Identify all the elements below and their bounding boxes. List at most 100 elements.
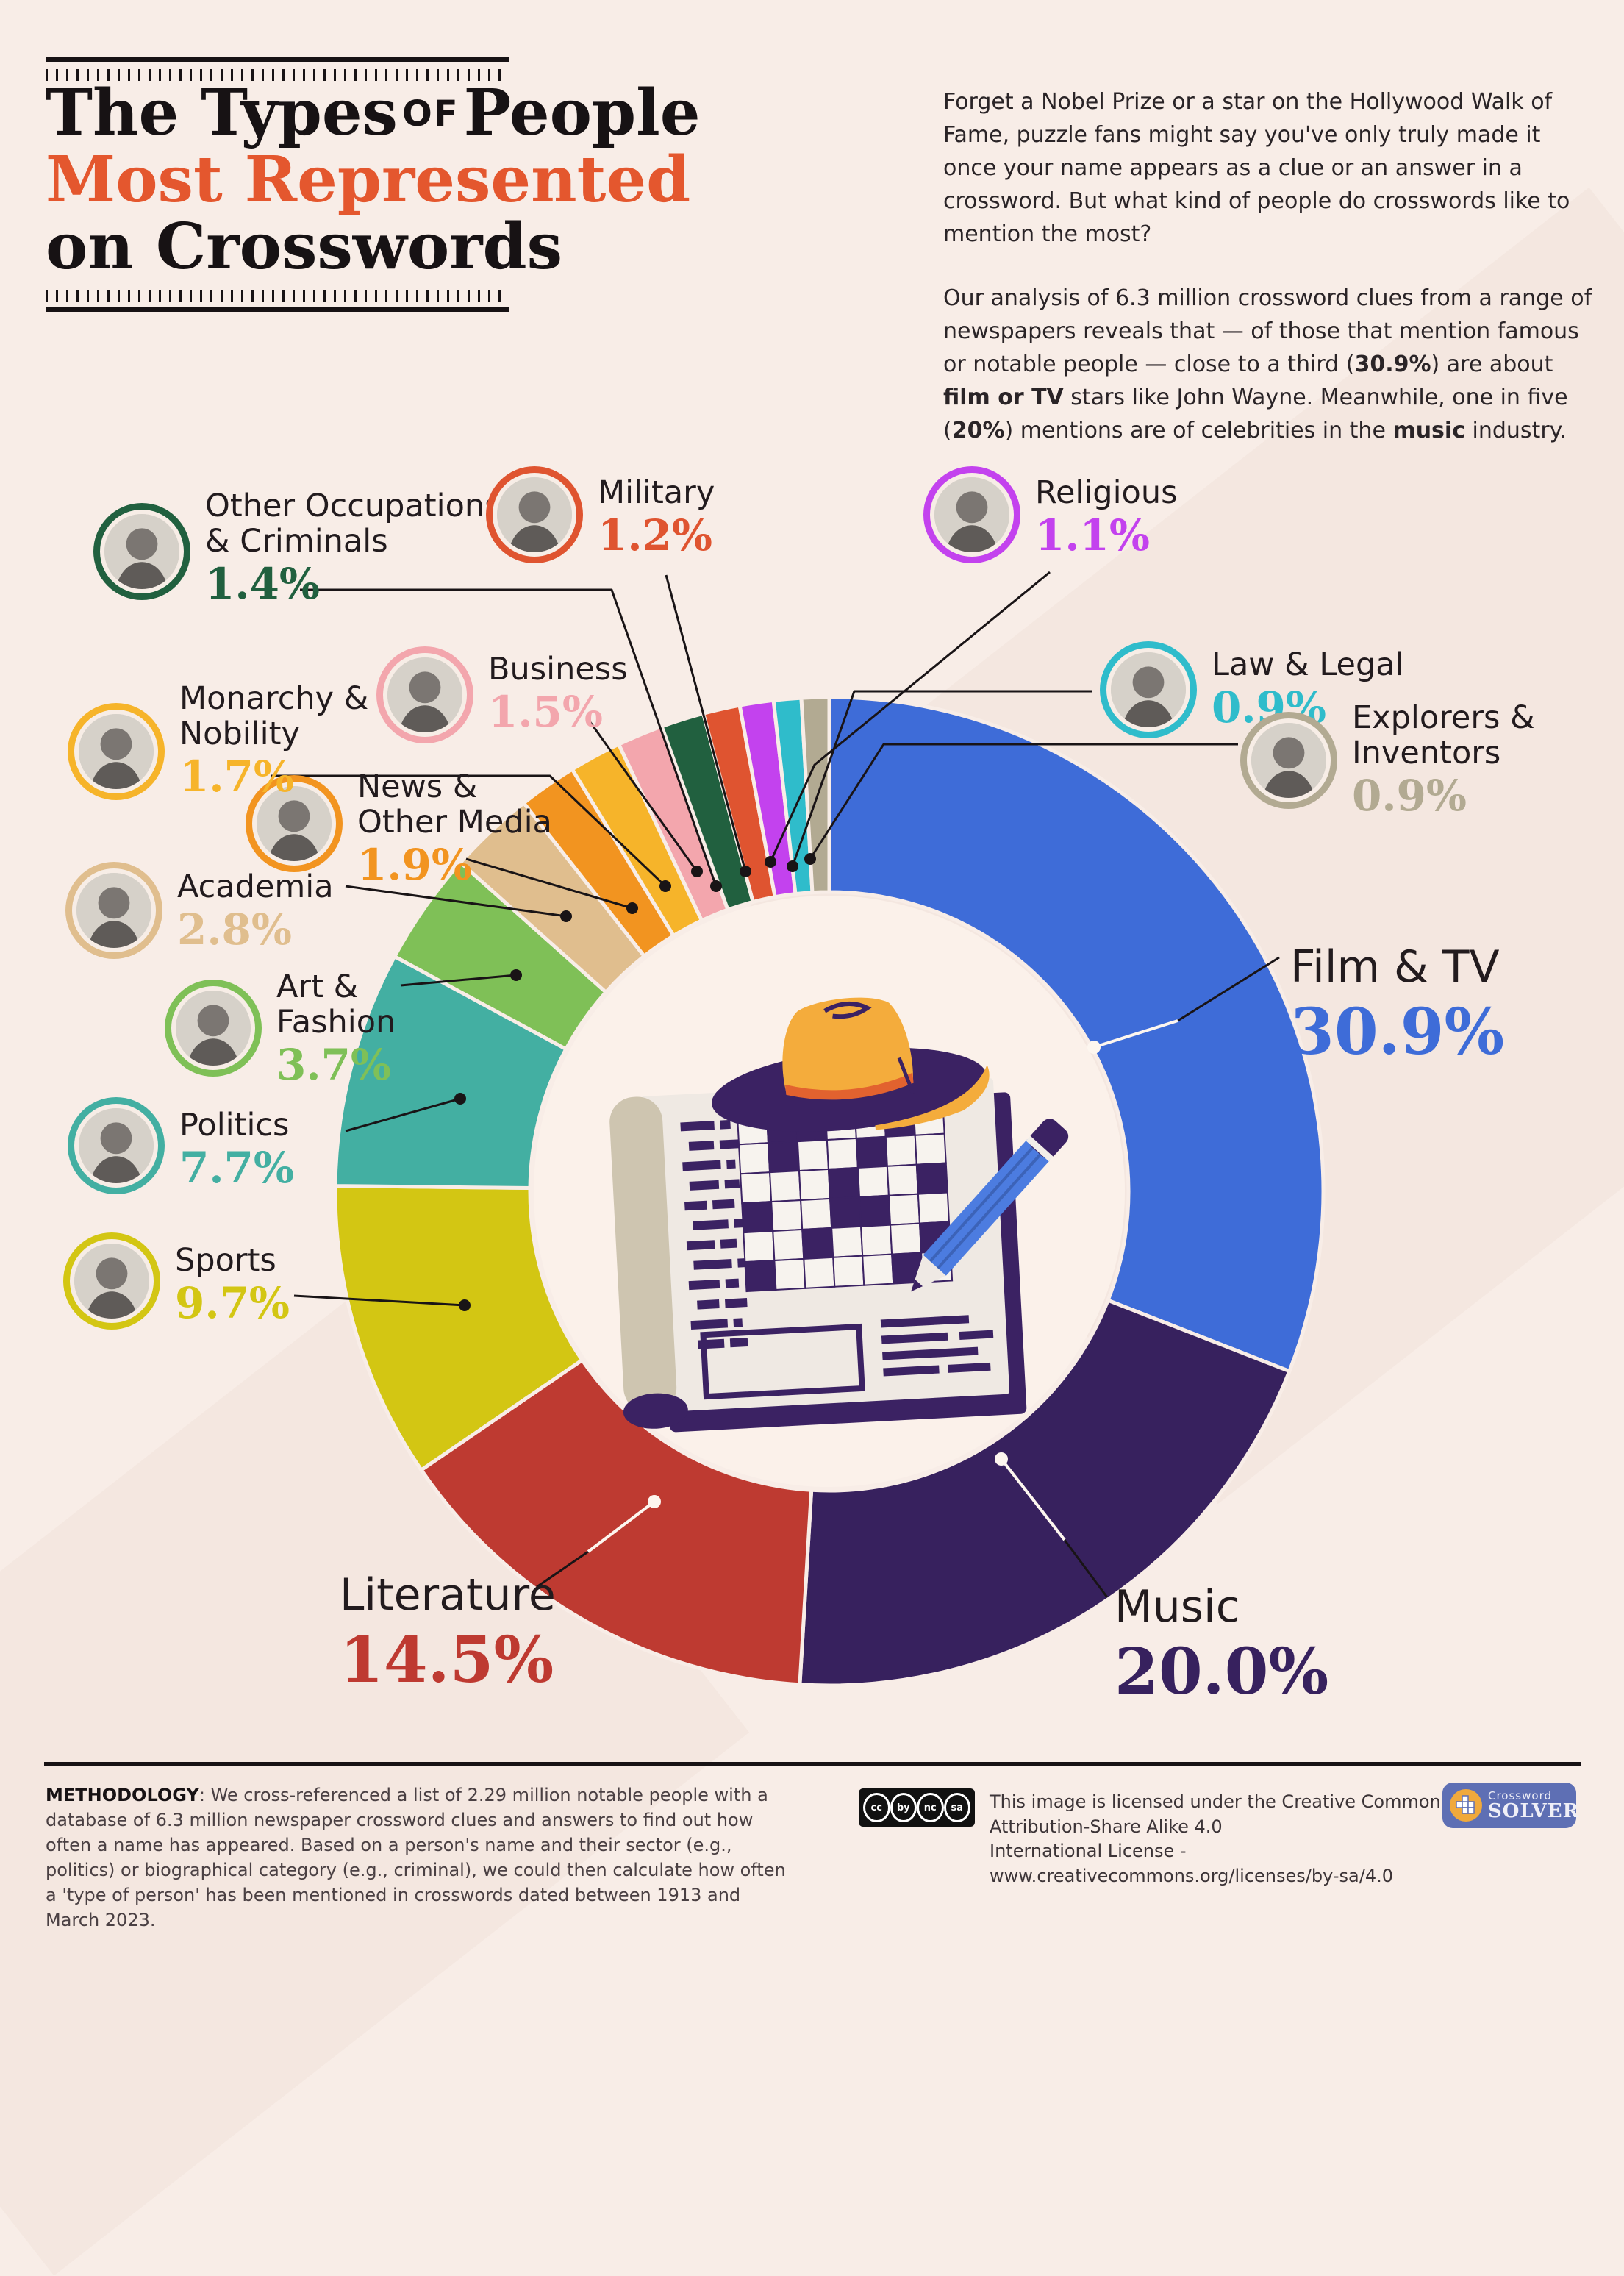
label-name-music: Music [1115, 1581, 1240, 1633]
leader-line [345, 1097, 461, 1132]
leader-line [1093, 1019, 1178, 1049]
label-other-occupations: Other Occupations & Criminals 1.4% [93, 488, 501, 607]
portrait-photo [493, 473, 576, 557]
slice-literature [418, 1358, 814, 1687]
label-military: Military 1.2% [486, 466, 715, 563]
label-name-news-media: News & [357, 768, 478, 805]
creative-commons-badge: cc by nc sa [859, 1788, 975, 1827]
label-pct-business: 1.5% [488, 687, 604, 738]
portrait-photo [70, 1239, 154, 1323]
top-tick-row [46, 69, 509, 81]
leader-line [1177, 956, 1280, 1022]
clue-text-lines [680, 1119, 748, 1349]
avatar-religious [923, 466, 1020, 563]
label-pct-music: 20.0% [1115, 1635, 1329, 1710]
label-name-politics: Politics [179, 1107, 290, 1144]
label-pct-monarchy: 1.7% [179, 752, 295, 802]
avatar-monarchy [68, 703, 165, 800]
leader-line [465, 857, 633, 910]
label-pct-religious: 1.1% [1035, 510, 1151, 561]
label-name-sports: Sports [175, 1242, 276, 1279]
label-name-other-occupations: Other Occupations [205, 488, 501, 524]
cc-cc-icon: cc [863, 1793, 890, 1822]
portrait-photo [100, 510, 184, 593]
donut-chart [271, 571, 1326, 1688]
intro-text: Forget a Nobel Prize or a star on the Ho… [943, 85, 1594, 478]
portrait-photo [74, 1104, 158, 1188]
logo-line-2: SOLVER [1488, 1799, 1580, 1822]
cc-nc-icon: nc [917, 1793, 944, 1822]
label-sports: Sports 9.7% [63, 1232, 290, 1330]
label-film-tv: Film & TV 30.9% [1290, 942, 1505, 1070]
label-pct-news-media: 1.9% [357, 840, 473, 891]
label-name-art-fashion: Fashion [276, 1004, 396, 1041]
portrait-photo [252, 782, 336, 866]
crossword-illustration [609, 997, 1069, 1433]
leader-dot-business [691, 866, 703, 877]
label-monarchy: Monarchy & Nobility 1.7% [68, 681, 368, 800]
leader-line [400, 974, 517, 987]
title-line-3: on Crosswords [46, 210, 563, 285]
label-pct-film-tv: 30.9% [1290, 995, 1505, 1070]
label-name-explorers: Inventors [1352, 735, 1501, 772]
portrait-photo [383, 653, 467, 737]
avatar-academia [65, 862, 162, 959]
newspaper-roll-end [623, 1393, 688, 1429]
label-pct-other-occupations: 1.4% [205, 559, 321, 610]
slice-music [798, 1297, 1292, 1688]
leader-dot-literature [648, 1495, 661, 1508]
logo-line-1: Crossword [1488, 1788, 1552, 1802]
title-rule [46, 307, 509, 312]
label-name-art-fashion: Art & [276, 968, 359, 1005]
label-name-military: Military [598, 474, 715, 511]
label-pct-literature: 14.5% [340, 1623, 554, 1698]
leader-line [665, 574, 747, 872]
portrait-photo [1106, 648, 1190, 732]
intro-paragraph-2: Our analysis of 6.3 million crossword cl… [943, 285, 1592, 443]
intro-paragraph-1: Forget a Nobel Prize or a star on the Ho… [943, 89, 1570, 247]
avatar-art-fashion [165, 980, 262, 1077]
label-news-media: News & Other Media 1.9% [246, 769, 552, 888]
leader-dot-law-legal [787, 860, 798, 872]
label-pct-art-fashion: 3.7% [276, 1040, 392, 1091]
leader-line [300, 588, 718, 887]
title-of: of [401, 93, 459, 135]
photo-box [700, 1323, 865, 1400]
label-religious: Religious 1.1% [923, 466, 1178, 563]
avatar-business [376, 646, 473, 743]
leader-dot-film-tv [1087, 1041, 1101, 1054]
label-name-academia: Academia [177, 868, 334, 905]
leader-line [769, 571, 1051, 863]
top-rule [46, 57, 509, 62]
label-name-law-legal: Law & Legal [1212, 646, 1404, 683]
label-art-fashion: Art & Fashion 3.7% [165, 969, 396, 1088]
crossword-solver-logo: Crossword SOLVER [1442, 1783, 1580, 1828]
newspaper-roll [609, 1096, 677, 1413]
leader-line [536, 1550, 589, 1588]
label-name-other-occupations: & Criminals [205, 523, 388, 560]
title-line-2: Most Represented [46, 143, 691, 218]
label-pct-sports: 9.7% [175, 1278, 290, 1329]
leader-dot-music [995, 1452, 1008, 1466]
leader-dot-other-occupations [710, 880, 722, 892]
portrait-photo [930, 473, 1014, 557]
leader-dot-politics [454, 1093, 466, 1105]
leader-line [809, 743, 1238, 860]
leader-line [587, 718, 698, 872]
leader-line [271, 774, 667, 888]
label-name-monarchy: Monarchy & [179, 680, 369, 717]
portrait-photo [74, 710, 158, 793]
label-literature: Literature 14.5% [340, 1570, 556, 1698]
label-name-religious: Religious [1035, 474, 1178, 511]
avatar-law-legal [1100, 641, 1197, 738]
cc-sa-icon: sa [943, 1793, 970, 1822]
caption-text-lines [880, 1315, 994, 1377]
portrait-photo [1247, 718, 1331, 802]
leader-dot-religious [765, 856, 776, 868]
slice-film-tv [827, 695, 1326, 1374]
leader-line [345, 885, 567, 918]
title-tick-row [46, 290, 509, 302]
label-pct-military: 1.2% [598, 510, 713, 561]
leader-line [293, 1294, 465, 1307]
leader-dot-military [740, 866, 751, 877]
